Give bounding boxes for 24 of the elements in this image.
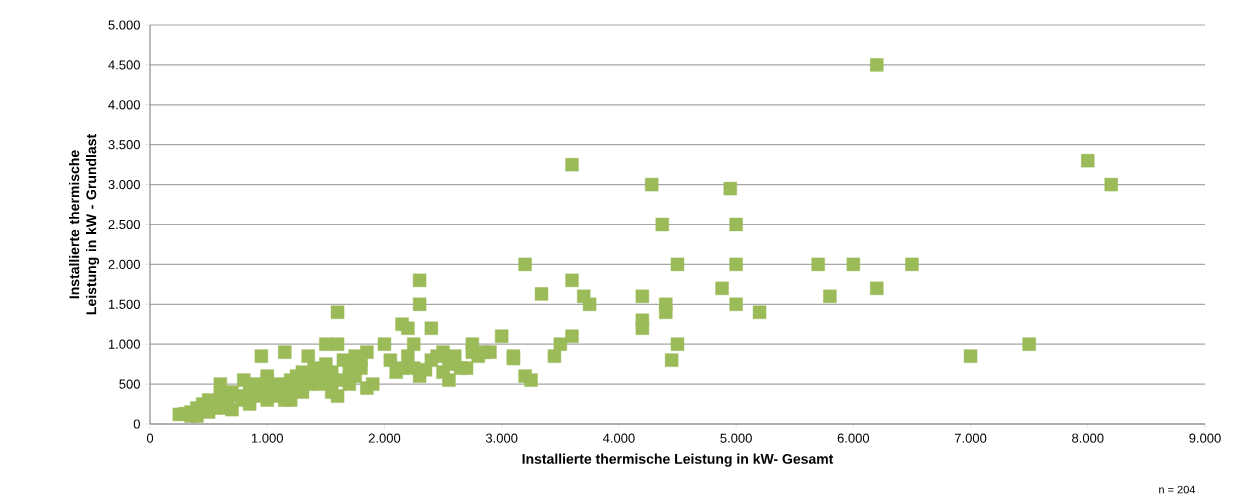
y-tick-label: 500 bbox=[119, 379, 140, 389]
y-tick-label: 2.000 bbox=[108, 259, 140, 269]
x-tick-label: 3.000 bbox=[485, 433, 518, 443]
x-tick-label: 2.000 bbox=[368, 433, 401, 443]
x-tick-label: 9.000 bbox=[1189, 433, 1221, 443]
x-tick-label: 4.000 bbox=[602, 433, 635, 443]
y-tick-label: 1.500 bbox=[108, 299, 140, 309]
y-tick-label: 0 bbox=[133, 419, 140, 429]
y-tick-label: 2.500 bbox=[108, 219, 140, 230]
y-tick-label: 1.000 bbox=[108, 339, 140, 349]
y-axis-title: Installierte thermische Leistung in kW - Grundlast bbox=[68, 134, 100, 315]
y-tick-label: 4.500 bbox=[108, 60, 140, 70]
text: n = 204 bbox=[1159, 485, 1196, 494]
y-tick-label: 3.000 bbox=[108, 179, 140, 190]
x-tick-label: 0 bbox=[146, 433, 154, 443]
x-tick-label: 7.000 bbox=[954, 433, 987, 443]
y-tick-label: 3.500 bbox=[108, 140, 140, 150]
x-axis-title: Installierte thermische Leistung in kW- Gesamt bbox=[522, 453, 834, 467]
x-tick-label: 8.000 bbox=[1072, 433, 1104, 443]
x-tick-label: 6.000 bbox=[837, 433, 870, 443]
y-tick-label: 4.000 bbox=[108, 100, 140, 110]
x-tick-label: 5.000 bbox=[720, 433, 752, 443]
x-tick-label: 1.000 bbox=[251, 433, 283, 443]
y-tick-label: 5.000 bbox=[108, 20, 140, 30]
